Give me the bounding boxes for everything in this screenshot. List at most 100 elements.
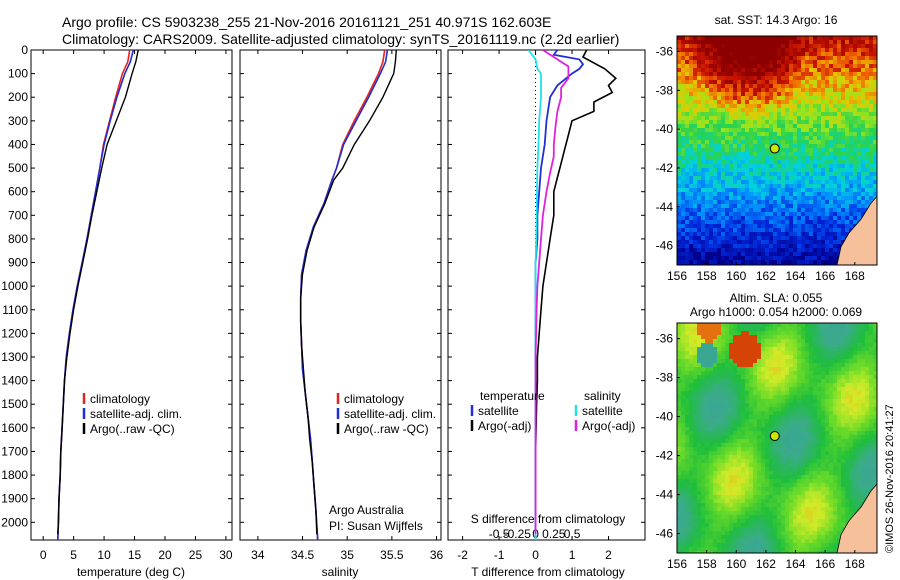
heatmap-cell [745, 347, 750, 352]
heatmap-cell [873, 120, 877, 125]
heatmap-cell [689, 248, 694, 253]
heatmap-cell [717, 371, 722, 376]
heatmap-cell [733, 132, 738, 137]
heatmap-cell [801, 375, 806, 380]
heatmap-cell [821, 36, 826, 41]
heatmap-cell [765, 447, 770, 452]
heatmap-cell [789, 40, 794, 45]
heatmap-cell [793, 84, 798, 89]
heatmap-cell [849, 355, 854, 360]
heatmap-cell [777, 112, 782, 117]
heatmap-cell [709, 443, 714, 448]
heatmap-cell [781, 411, 786, 416]
heatmap-cell [857, 419, 862, 424]
heatmap-cell [837, 128, 842, 133]
heatmap-cell [693, 455, 698, 460]
heatmap-cell [761, 419, 766, 424]
heatmap-cell [709, 72, 714, 77]
heatmap-cell [705, 180, 710, 185]
sla-heatmap [677, 323, 877, 553]
heatmap-cell [873, 343, 877, 348]
heatmap-cell [705, 52, 710, 57]
heatmap-cell [857, 411, 862, 416]
heatmap-cell [849, 220, 854, 225]
heatmap-cell [813, 204, 818, 209]
heatmap-cell [861, 391, 866, 396]
heatmap-cell [801, 427, 806, 432]
heatmap-cell [729, 224, 734, 229]
heatmap-cell [705, 60, 710, 65]
heatmap-cell [705, 439, 710, 444]
heatmap-cell [797, 188, 802, 193]
heatmap-cell [701, 351, 706, 356]
heatmap-cell [817, 323, 822, 328]
heatmap-cell [681, 256, 686, 261]
heatmap-cell [785, 339, 790, 344]
heatmap-cell [769, 60, 774, 65]
heatmap-cell [773, 379, 778, 384]
heatmap-cell [837, 387, 842, 392]
s-diff-tick-label: -0.25 [504, 527, 532, 541]
heatmap-cell [845, 375, 850, 380]
heatmap-cell [737, 459, 742, 464]
heatmap-cell [873, 40, 877, 45]
heatmap-cell [813, 128, 818, 133]
heatmap-cell [821, 84, 826, 89]
heatmap-cell [865, 204, 870, 209]
heatmap-cell [749, 108, 754, 113]
heatmap-cell [697, 427, 702, 432]
heatmap-cell [729, 403, 734, 408]
heatmap-cell [757, 192, 762, 197]
heatmap-cell [749, 84, 754, 89]
heatmap-cell [685, 419, 690, 424]
heatmap-cell [773, 359, 778, 364]
heatmap-cell [797, 363, 802, 368]
heatmap-cell [761, 128, 766, 133]
heatmap-cell [709, 208, 714, 213]
heatmap-cell [797, 419, 802, 424]
heatmap-cell [745, 363, 750, 368]
heatmap-cell [801, 359, 806, 364]
heatmap-cell [777, 327, 782, 332]
heatmap-cell [765, 200, 770, 205]
heatmap-cell [701, 371, 706, 376]
heatmap-cell [677, 60, 682, 65]
heatmap-cell [853, 92, 858, 97]
heatmap-cell [753, 96, 758, 101]
heatmap-cell [701, 44, 706, 49]
difference-lines [527, 50, 617, 540]
heatmap-cell [805, 80, 810, 85]
heatmap-cell [809, 68, 814, 73]
heatmap-cell [777, 351, 782, 356]
heatmap-cell [773, 44, 778, 49]
heatmap-cell [833, 40, 838, 45]
heatmap-cell [849, 168, 854, 173]
heatmap-cell [833, 391, 838, 396]
heatmap-cell [737, 216, 742, 221]
heatmap-cell [785, 44, 790, 49]
heatmap-cell [741, 351, 746, 356]
heatmap-cell [741, 220, 746, 225]
heatmap-cell [757, 244, 762, 249]
heatmap-cell [717, 367, 722, 372]
heatmap-cell [841, 443, 846, 448]
heatmap-cell [785, 439, 790, 444]
heatmap-cell [837, 435, 842, 440]
heatmap-cell [749, 220, 754, 225]
heatmap-cell [873, 339, 877, 344]
heatmap-cell [757, 84, 762, 89]
heatmap-cell [737, 168, 742, 173]
heatmap-cell [689, 144, 694, 149]
heatmap-cell [805, 252, 810, 257]
heatmap-cell [849, 60, 854, 65]
heatmap-cell [705, 240, 710, 245]
heatmap-cell [821, 104, 826, 109]
heatmap-cell [837, 248, 842, 253]
heatmap-cell [701, 399, 706, 404]
heatmap-cell [825, 96, 830, 101]
heatmap-cell [677, 228, 682, 233]
t-diff-tick-label: 2 [605, 548, 612, 562]
heatmap-cell [809, 44, 814, 49]
heatmap-cell [845, 104, 850, 109]
heatmap-cell [793, 216, 798, 221]
